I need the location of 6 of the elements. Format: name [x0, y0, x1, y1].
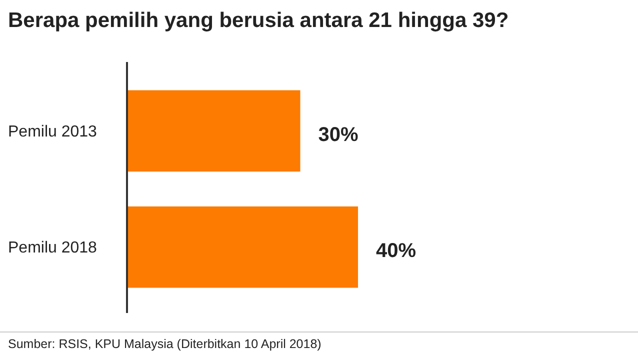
y-tick-label: Pemilu 2018: [8, 240, 98, 257]
y-tick-label: Pemilu 2013: [8, 124, 98, 141]
chart-title: Berapa pemilih yang berusia antara 21 hingga 39?: [8, 9, 509, 32]
data-label: 30%: [318, 124, 358, 146]
data-label: 40%: [376, 240, 416, 262]
text: Sumber: RSIS, KPU Malaysia (Diterbitkan 10 April 2018): [8, 337, 322, 351]
